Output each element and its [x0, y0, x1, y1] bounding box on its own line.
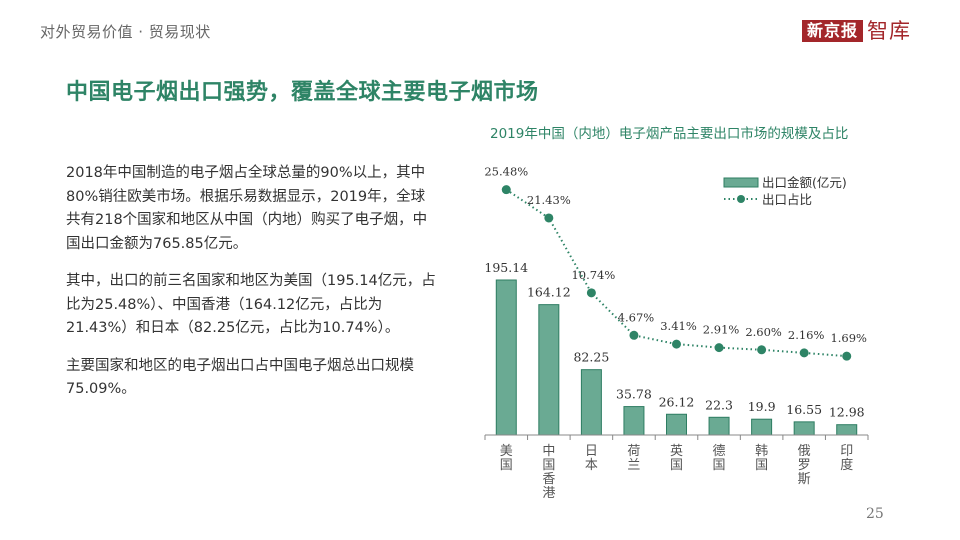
legend-label-amount: 出口金额(亿元) — [762, 175, 847, 190]
share-value-label: 4.67% — [618, 310, 655, 324]
line-series: 25.48% 21.43% 10.74% 4.67% 3.41% 2.91% 2.60% 2.… — [484, 165, 867, 361]
bar — [580, 369, 602, 436]
category-label: 本 — [585, 458, 598, 473]
category-label: 俄 — [798, 444, 811, 459]
category-label: 荷 — [627, 444, 640, 459]
category-label: 国 — [755, 458, 768, 473]
bar-value-label: 164.12 — [527, 285, 571, 300]
share-value-label: 21.43% — [527, 193, 571, 207]
breadcrumb: 对外贸易价值 · 贸易现状 — [40, 23, 211, 41]
category-label: 日 — [585, 444, 598, 459]
share-value-label: 2.16% — [788, 328, 825, 342]
share-value-label: 1.69% — [830, 331, 867, 345]
bar — [666, 413, 687, 436]
category-label: 国 — [713, 458, 726, 473]
category-label: 国 — [542, 458, 555, 473]
chart-title: 2019年中国（内地）电子烟产品主要出口市场的规模及占比 — [490, 126, 849, 142]
bar — [495, 279, 517, 436]
bar-value-label: 195.14 — [484, 260, 528, 275]
legend-bar-swatch — [723, 177, 759, 188]
bar-value-label: 19.9 — [748, 399, 776, 414]
bar — [793, 421, 815, 436]
paragraph: 2018年中国制造的电子烟占全球总量的90%以上，其中80%销往欧美市场。根据乐… — [66, 165, 428, 252]
share-marker — [629, 330, 639, 340]
share-value-label: 2.60% — [745, 325, 782, 339]
share-marker — [544, 213, 554, 223]
share-value-label: 10.74% — [571, 268, 615, 282]
bar-value-label: 26.12 — [659, 394, 695, 409]
bar-value-label: 22.3 — [705, 397, 733, 412]
category-label: 香 — [542, 472, 555, 487]
category-label: 国 — [500, 458, 513, 473]
bar-value-label: 35.78 — [616, 387, 652, 402]
share-marker — [501, 185, 511, 195]
category-label: 美 — [500, 444, 513, 459]
category-label: 德 — [713, 444, 726, 459]
share-value-label: 2.91% — [703, 323, 740, 337]
share-marker — [799, 348, 809, 358]
logo-text: 智库 — [867, 19, 912, 43]
share-marker — [714, 343, 724, 353]
logo-box: 新京报 — [802, 20, 864, 42]
bar — [623, 406, 645, 436]
bar-value-label: 82.25 — [573, 350, 609, 365]
logo: 新京报 智库 — [802, 20, 911, 42]
share-marker — [842, 351, 852, 361]
bar-series: 195.14 164.12 82.25 35.78 26.12 22.3 19.9 16.55… — [484, 260, 865, 436]
share-marker — [586, 288, 596, 298]
bar-value-label: 12.98 — [829, 405, 865, 420]
category-label: 国 — [670, 458, 683, 473]
category-label: 港 — [542, 486, 555, 501]
page-title: 中国电子烟出口强势，覆盖全球主要电子烟市场 — [66, 80, 539, 105]
paragraph: 其中，出口的前三名国家和地区为美国（195.14亿元，占比为25.48%）、中国… — [66, 273, 436, 336]
category-label: 印 — [840, 444, 853, 459]
bar — [836, 424, 858, 436]
share-value-label: 25.48% — [484, 165, 528, 179]
bar-value-label: 16.55 — [786, 402, 822, 417]
body-text: 2018年中国制造的电子烟占全球总量的90%以上，其中80%销往欧美市场。根据乐… — [66, 162, 438, 416]
page-number: 25 — [866, 506, 884, 522]
category-label: 罗 — [798, 458, 811, 473]
share-marker — [757, 345, 767, 355]
share-line — [505, 188, 847, 358]
legend-label-share: 出口占比 — [762, 192, 812, 207]
bar — [751, 418, 773, 436]
bar — [538, 304, 560, 436]
category-label: 英 — [670, 444, 683, 459]
legend-marker — [737, 195, 745, 203]
category-label: 度 — [840, 457, 853, 473]
paragraph: 主要国家和地区的电子烟出口占中国电子烟总出口规模75.09%。 — [66, 357, 414, 398]
category-label: 兰 — [627, 458, 640, 473]
legend: 出口金额(亿元) 出口占比 — [723, 175, 847, 207]
category-label: 中 — [542, 444, 555, 459]
share-value-label: 3.41% — [660, 319, 697, 333]
share-marker — [672, 339, 681, 349]
bar — [708, 416, 730, 436]
category-label: 韩 — [755, 444, 768, 459]
category-label: 斯 — [798, 472, 811, 487]
